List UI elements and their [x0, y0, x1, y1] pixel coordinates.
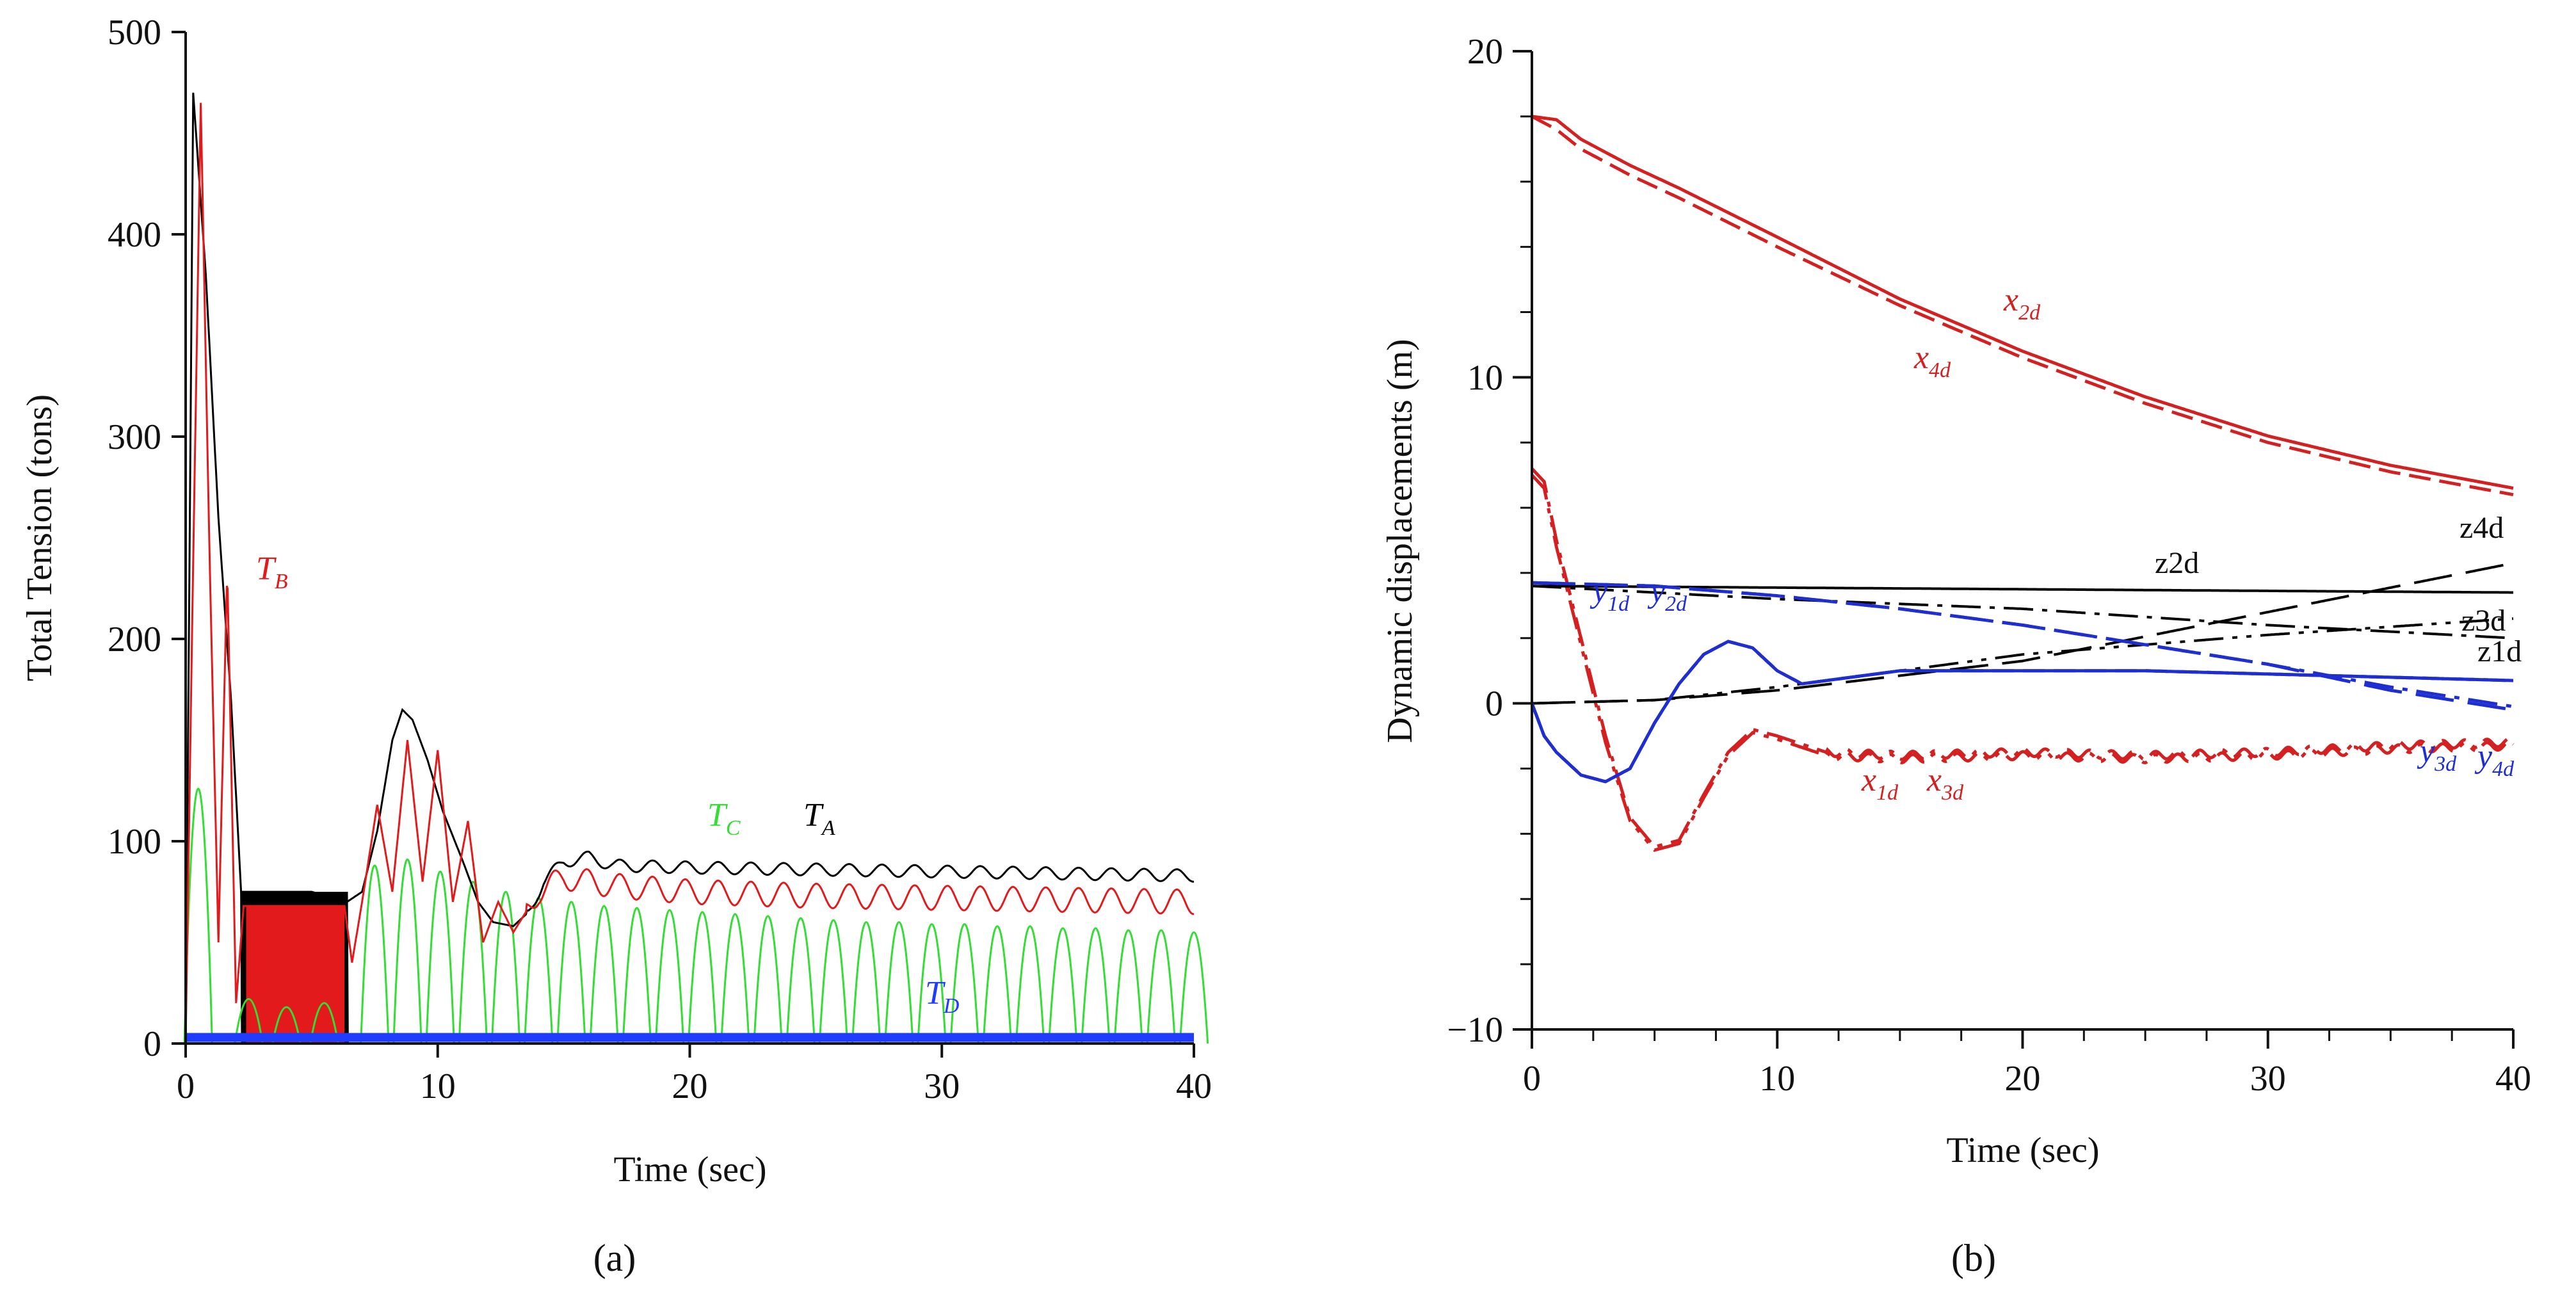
- panel-b-label-y3d: y3d: [2417, 733, 2457, 776]
- panel-a-y-tick-label: 0: [143, 1024, 161, 1064]
- panel-a-series-T_A: [184, 92, 1195, 1044]
- panel-b-ticks: 0 10 20 30 40 −10 0 10 20: [1447, 32, 2531, 1099]
- panel-a-label-T_D: TD: [925, 975, 960, 1018]
- panel-b-y-tick-label: 20: [1467, 32, 1503, 72]
- panel-b-label-z2d: z2d: [2155, 546, 2199, 580]
- panel-b-x-tick-label: 30: [2250, 1059, 2286, 1099]
- panel-b-x-tick-label: 20: [2005, 1059, 2041, 1099]
- panel-a-label-T_B: TB: [256, 551, 288, 593]
- panel-b-y-tick-label: 0: [1485, 684, 1503, 724]
- panel-b-x-tick-label: 10: [1759, 1059, 1795, 1099]
- panel-b-plot-area: [1530, 115, 2515, 852]
- panel-b-label-z3d: z3d: [2461, 604, 2506, 638]
- panel-b-series-x4d: [1531, 115, 2514, 497]
- panel-a-caption: (a): [593, 1237, 636, 1279]
- panel-a-x-axis-label: Time (sec): [613, 1150, 766, 1189]
- panel-b-series-x1d: [1531, 467, 2515, 849]
- panel-a-series-labels: TB TC TA TD: [256, 551, 960, 1018]
- panel-b-label-x2d: x2d: [2003, 282, 2041, 325]
- panel-b-series-x3d: [1531, 474, 2515, 852]
- panel-a-y-axis-label: Total Tension (tons): [20, 394, 60, 681]
- panel-b: 0 10 20 30 40 −10 0 10 20 Time (sec) Dynamic dis…: [1380, 32, 2531, 1279]
- panel-a-y-tick-label: 100: [108, 822, 161, 862]
- panel-a-x-tick-label: 0: [177, 1067, 195, 1106]
- panel-a-y-tick-label: 300: [108, 417, 161, 457]
- panel-a-label-T_C: TC: [707, 797, 741, 840]
- panel-a-x-tick-label: 20: [672, 1067, 708, 1106]
- panel-a-label-T_A: TA: [803, 797, 835, 840]
- panel-b-series-z4d: [1531, 561, 2514, 705]
- panel-a-x-tick-label: 30: [924, 1067, 960, 1106]
- panel-a-x-tick-label: 40: [1176, 1067, 1212, 1106]
- panel-a-plot-area: [183, 92, 1209, 1045]
- panel-b-caption: (b): [1951, 1237, 1996, 1279]
- panel-b-x-axis-label: Time (sec): [1946, 1131, 2099, 1170]
- panel-a-series-T_C: [183, 787, 1209, 1045]
- panel-b-label-x4d: x4d: [1913, 339, 1951, 382]
- panel-b-series-y1d: [1530, 640, 2513, 784]
- panel-b-series-y4d: [1531, 581, 2514, 709]
- panel-b-x-tick-label: 40: [2495, 1059, 2531, 1099]
- panel-b-y-tick-label: 10: [1467, 358, 1503, 398]
- panel-a-y-tick-label: 400: [108, 215, 161, 255]
- panel-b-series-y2d: [1530, 640, 2513, 784]
- panel-b-label-z4d: z4d: [2459, 511, 2504, 545]
- panel-a-series-T_B: [184, 102, 1195, 1044]
- panel-b-x-tick-label: 0: [1523, 1059, 1541, 1099]
- panel-b-series-z2d: [1532, 585, 2513, 594]
- panel-b-label-y1d: y1d: [1590, 573, 1630, 616]
- panel-a-y-tick-label: 500: [108, 13, 161, 52]
- panel-b-label-y2d: y2d: [1647, 573, 1687, 616]
- panel-a-x-tick-label: 10: [420, 1067, 456, 1106]
- panel-b-label-z1d: z1d: [2477, 634, 2522, 668]
- panel-b-series-x2d: [1531, 115, 2514, 490]
- panel-b-label-y4d: y4d: [2474, 738, 2515, 781]
- panel-b-y-tick-label: −10: [1447, 1010, 1503, 1050]
- panel-b-label-x3d: x3d: [1926, 762, 1964, 805]
- panel-a-y-tick-label: 200: [108, 620, 161, 659]
- panel-b-series-z1d: [1531, 617, 2514, 705]
- panel-b-series-z3d: [1531, 585, 2514, 640]
- panel-b-label-x1d: x1d: [1861, 762, 1899, 805]
- panel-b-y-axis-label: Dynamic displacements (m): [1380, 339, 1420, 743]
